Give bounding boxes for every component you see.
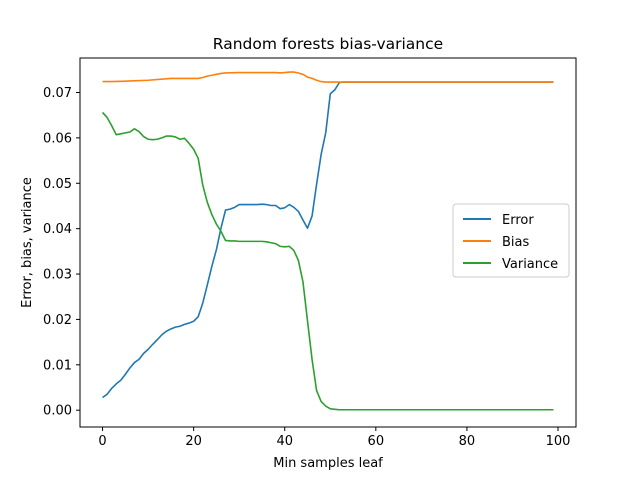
y-tick-label: 0.00 — [43, 404, 72, 419]
y-tick-label: 0.05 — [43, 177, 72, 192]
legend-label-error: Error — [502, 213, 534, 228]
x-tick-label: 100 — [546, 434, 571, 449]
legend-box — [452, 203, 570, 278]
plot-area — [101, 71, 554, 411]
x-tick-label: 60 — [368, 434, 385, 449]
legend-label-variance: Variance — [502, 257, 558, 272]
y-tick-label: 0.03 — [43, 268, 72, 283]
chart-title: Random forests bias-variance — [213, 35, 443, 53]
legend: Error Bias Variance — [452, 203, 570, 278]
x-axis-label: Min samples leaf — [273, 456, 383, 471]
y-tick-label: 0.01 — [43, 358, 72, 373]
x-tick-label: 20 — [185, 434, 202, 449]
series-line-bias — [102, 71, 554, 83]
y-tick-label: 0.04 — [43, 222, 72, 237]
legend-label-bias: Bias — [502, 235, 529, 250]
x-tick-label: 80 — [459, 434, 476, 449]
series-line-error — [102, 81, 554, 399]
x-tick-label: 40 — [276, 434, 293, 449]
y-tick-label: 0.02 — [43, 313, 72, 328]
y-tick-label: 0.06 — [43, 131, 72, 146]
axes-frame — [79, 57, 577, 428]
y-axis-label: Error, bias, variance — [20, 177, 35, 308]
y-tick-label: 0.07 — [43, 86, 72, 101]
x-tick-label: 0 — [98, 434, 106, 449]
series-line-variance — [101, 111, 554, 411]
axis-ticks: 0 20 40 60 80 100 0.00 0.01 0.02 0.03 0.04 0.05 0.06… — [43, 86, 570, 449]
